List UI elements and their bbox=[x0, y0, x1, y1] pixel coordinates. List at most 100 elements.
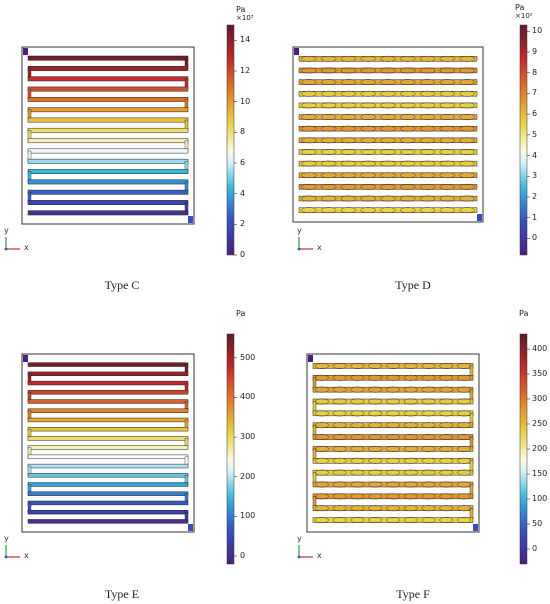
mesh-cell bbox=[350, 374, 365, 381]
pressure-contour-plot bbox=[292, 24, 530, 256]
colorbar-tick-label: 0 bbox=[532, 544, 538, 553]
colorbar-tick-label: 2 bbox=[532, 191, 538, 201]
flow-channel bbox=[298, 172, 478, 178]
panel-type-c: Pa ×10³ 0 2 4 6 8 10 12 14 y x Type C bbox=[0, 0, 275, 302]
mesh-cell bbox=[419, 67, 436, 74]
panel-type-f: Pa 0 50 100 150 200 250 300 350 400 y x Type F bbox=[275, 302, 550, 604]
mesh-cell bbox=[439, 102, 456, 109]
axis-x-label: x bbox=[317, 243, 322, 252]
panel-type-d: Pa ×10² 0 1 2 3 4 5 6 7 8 9 10 y x Type D bbox=[275, 0, 550, 302]
mesh-cell bbox=[301, 207, 317, 214]
mesh-cell bbox=[403, 386, 418, 393]
mesh-cell bbox=[457, 457, 472, 464]
mesh-cell bbox=[380, 102, 396, 109]
axis-x-label: x bbox=[24, 243, 29, 252]
mesh-cell bbox=[403, 517, 418, 524]
colorbar-tick-label: 14 bbox=[240, 35, 251, 45]
mesh-cell bbox=[380, 79, 396, 86]
mesh-cell bbox=[403, 422, 418, 429]
mesh-cell bbox=[419, 172, 436, 179]
mesh-cell bbox=[340, 67, 357, 74]
mesh-cell bbox=[332, 362, 347, 369]
mesh-cell bbox=[320, 79, 337, 86]
mesh-cell bbox=[419, 183, 436, 190]
mesh-cell bbox=[439, 505, 454, 512]
flow-channel bbox=[27, 482, 189, 487]
mesh-cell bbox=[301, 90, 317, 97]
mesh-cell bbox=[386, 481, 400, 488]
flow-channel bbox=[312, 422, 474, 428]
mesh-cell bbox=[332, 481, 347, 488]
mesh-cell bbox=[421, 481, 436, 488]
mesh-cell bbox=[400, 183, 416, 190]
flow-channel bbox=[298, 149, 478, 155]
mesh-cell bbox=[360, 114, 376, 120]
mesh-cell bbox=[459, 195, 475, 202]
mesh-cell bbox=[439, 67, 456, 74]
mesh-cell bbox=[419, 79, 436, 86]
mesh-cell bbox=[419, 114, 436, 120]
axis-origin bbox=[297, 555, 301, 559]
mesh-cell bbox=[368, 445, 383, 452]
flow-channel bbox=[27, 463, 189, 469]
colorbar-unit: Pa bbox=[515, 3, 525, 12]
colorbar-tick-label: 500 bbox=[240, 352, 256, 362]
axis-y-label: y bbox=[297, 226, 302, 235]
axis-origin bbox=[297, 247, 301, 251]
colorbar-tick-label: 8 bbox=[532, 67, 538, 77]
mesh-cell bbox=[368, 398, 383, 405]
mesh-cell bbox=[340, 55, 357, 62]
mesh-cell bbox=[419, 102, 436, 109]
flow-channel bbox=[27, 55, 189, 61]
mesh-cell bbox=[332, 374, 347, 381]
mesh-cell bbox=[419, 149, 436, 155]
flow-channel bbox=[312, 375, 474, 381]
mesh-cell bbox=[457, 362, 472, 369]
colorbar-tick-label: 250 bbox=[532, 419, 548, 428]
colorbar-tick-label: 12 bbox=[240, 66, 251, 75]
mesh-cell bbox=[320, 114, 337, 120]
mesh-cell bbox=[340, 195, 357, 202]
caption-type-c: Type C bbox=[104, 278, 140, 292]
flow-channel bbox=[27, 417, 189, 423]
mesh-cell bbox=[380, 125, 396, 132]
mesh-cell bbox=[332, 517, 347, 524]
mesh-cell bbox=[380, 183, 396, 190]
colorbar-unit: Pa bbox=[519, 309, 529, 318]
mesh-cell bbox=[457, 398, 472, 405]
mesh-cell bbox=[350, 434, 365, 441]
mesh-cell bbox=[314, 445, 329, 452]
flow-channel bbox=[298, 67, 478, 74]
mesh-cell bbox=[360, 90, 376, 97]
mesh-cell bbox=[459, 207, 475, 214]
flow-channel bbox=[312, 458, 474, 464]
colorbar-tick-label: 1 bbox=[532, 212, 538, 222]
colorbar-tick-label: 350 bbox=[532, 369, 548, 378]
mesh-cell bbox=[380, 207, 396, 214]
flow-channel bbox=[312, 386, 474, 393]
flow-channel bbox=[27, 509, 189, 515]
axis-origin bbox=[4, 555, 8, 559]
mesh-cell bbox=[314, 422, 329, 429]
colorbar-tick-label: 400 bbox=[532, 344, 548, 353]
mesh-cell bbox=[400, 149, 416, 155]
flow-channel bbox=[27, 200, 189, 205]
mesh-cell bbox=[368, 517, 383, 524]
mesh-cell bbox=[332, 457, 347, 464]
mesh-cell bbox=[314, 398, 329, 405]
colorbar-tick-label: 10 bbox=[240, 96, 251, 106]
mesh-cell bbox=[340, 160, 357, 167]
colorbar-tick-label: 50 bbox=[532, 519, 543, 528]
caption-type-f: Type F bbox=[396, 587, 430, 601]
flow-channel bbox=[312, 398, 474, 405]
flow-channel bbox=[298, 195, 478, 202]
mesh-cell bbox=[421, 386, 436, 393]
mesh-cell bbox=[360, 79, 376, 86]
mesh-cell bbox=[459, 172, 475, 179]
colorbar-tick-label: 200 bbox=[240, 471, 256, 481]
mesh-cell bbox=[368, 493, 383, 500]
axis-origin bbox=[4, 247, 8, 251]
mesh-cell bbox=[403, 493, 418, 500]
mesh-cell bbox=[301, 137, 317, 144]
flow-channel bbox=[298, 102, 478, 109]
